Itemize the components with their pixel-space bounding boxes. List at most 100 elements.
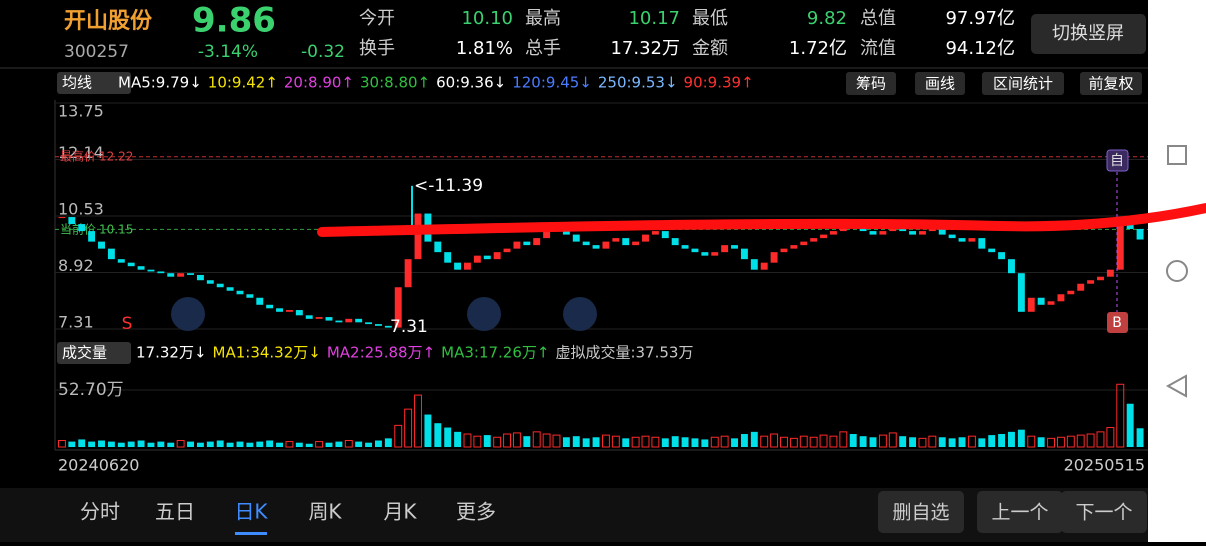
volume-bar xyxy=(57,440,66,448)
candle xyxy=(988,248,996,253)
nav-recent[interactable] xyxy=(1167,145,1187,165)
volume-bar xyxy=(760,435,769,448)
action-button[interactable] xyxy=(977,491,1063,533)
tab[interactable]: 分时 xyxy=(80,500,120,524)
volume-bar xyxy=(1136,428,1144,447)
date-start: 20240620 xyxy=(58,456,139,475)
high-line-label: 最高价 12.22 xyxy=(60,148,133,163)
candle xyxy=(503,248,511,253)
candle xyxy=(612,238,620,242)
volume-bar xyxy=(967,435,976,448)
chart-control[interactable] xyxy=(563,297,597,331)
value: 10.15 xyxy=(99,222,133,236)
candle xyxy=(454,262,462,270)
tab[interactable]: 日K xyxy=(234,500,268,524)
volume-bar xyxy=(1047,437,1055,448)
candle xyxy=(1067,290,1075,295)
chart-button[interactable] xyxy=(846,72,896,95)
volume-bar xyxy=(117,442,125,447)
volume-bar xyxy=(819,434,828,448)
volume-bar xyxy=(750,431,758,447)
candle xyxy=(434,241,442,253)
volume-bar xyxy=(335,441,343,447)
volume-bar xyxy=(512,432,521,448)
tab[interactable]: 周K xyxy=(308,500,342,524)
volume-bar xyxy=(948,438,956,447)
action-button[interactable] xyxy=(878,491,964,533)
volume-bar xyxy=(582,438,590,447)
volume-bar xyxy=(256,441,264,447)
chart-control[interactable] xyxy=(171,297,205,331)
candle xyxy=(107,248,115,260)
tab[interactable]: 五日 xyxy=(155,500,195,524)
candle xyxy=(285,310,293,312)
change: -0.32 xyxy=(301,42,345,62)
volume-bar xyxy=(572,436,580,447)
y-tick-label: 52.70万 xyxy=(58,380,124,400)
signal-box xyxy=(1106,149,1129,172)
tab[interactable]: 更多 xyxy=(456,500,496,524)
chart-control[interactable] xyxy=(467,297,501,331)
volume-bar xyxy=(503,433,511,448)
volume-bar xyxy=(266,440,274,447)
action-label: 删自选 xyxy=(892,502,949,524)
candle xyxy=(879,231,887,235)
volume-bar xyxy=(1116,383,1125,448)
candle xyxy=(543,231,551,239)
candle xyxy=(622,238,630,246)
volume-bar xyxy=(859,436,867,447)
candle xyxy=(1017,273,1025,312)
indicator-box[interactable] xyxy=(57,342,131,364)
volume-bar xyxy=(780,436,788,448)
volume-bar xyxy=(1027,435,1036,448)
y-tick-label: 13.75 xyxy=(58,102,104,121)
candle xyxy=(384,325,392,328)
candle xyxy=(958,238,966,242)
volume-bar xyxy=(651,436,660,448)
indicator-item: MA3:17.26万↑ xyxy=(441,344,549,362)
candle xyxy=(58,217,66,219)
y-tick-label: 12.14 xyxy=(58,143,104,162)
volume-bar xyxy=(206,441,214,447)
chart-button[interactable] xyxy=(1080,72,1142,95)
signal-box xyxy=(1107,312,1128,333)
chart-button[interactable] xyxy=(982,72,1064,95)
volume-bar xyxy=(444,427,452,447)
stat-value: 94.12亿 xyxy=(945,38,1015,59)
volume-bar xyxy=(355,441,363,447)
candle xyxy=(315,317,323,319)
candle xyxy=(592,245,600,249)
volume-bar xyxy=(839,431,848,448)
chart-button[interactable] xyxy=(915,72,965,95)
orientation-button[interactable] xyxy=(1031,14,1146,54)
volume-bar xyxy=(938,437,946,447)
nav-home[interactable] xyxy=(1166,260,1188,282)
volume-bar xyxy=(888,432,897,448)
volume-bar xyxy=(344,440,353,448)
volume-bar xyxy=(928,435,937,448)
candle xyxy=(523,241,531,246)
indicator-label: 成交量 xyxy=(62,344,107,362)
volume-bar xyxy=(671,436,679,447)
volume-bar xyxy=(226,442,234,447)
volume-bar xyxy=(958,437,966,447)
volume-bar xyxy=(434,423,442,447)
candle xyxy=(276,308,284,312)
nav-strip xyxy=(1148,0,1206,542)
indicator-box[interactable] xyxy=(57,72,131,94)
volume-bar xyxy=(473,435,482,448)
nav-back[interactable] xyxy=(1165,374,1187,398)
volume-bar xyxy=(78,439,86,447)
candle xyxy=(661,231,669,239)
tab[interactable]: 月K xyxy=(383,500,417,524)
volume-bar xyxy=(622,438,630,447)
volume-bar xyxy=(1106,427,1115,448)
candle xyxy=(196,274,204,281)
candle xyxy=(473,255,481,263)
candle xyxy=(404,259,412,288)
stat-label: 最低 xyxy=(692,8,728,29)
volume-bar xyxy=(463,433,472,448)
candle xyxy=(1077,283,1085,291)
action-button[interactable] xyxy=(1061,491,1147,533)
volume-bar xyxy=(404,408,413,448)
